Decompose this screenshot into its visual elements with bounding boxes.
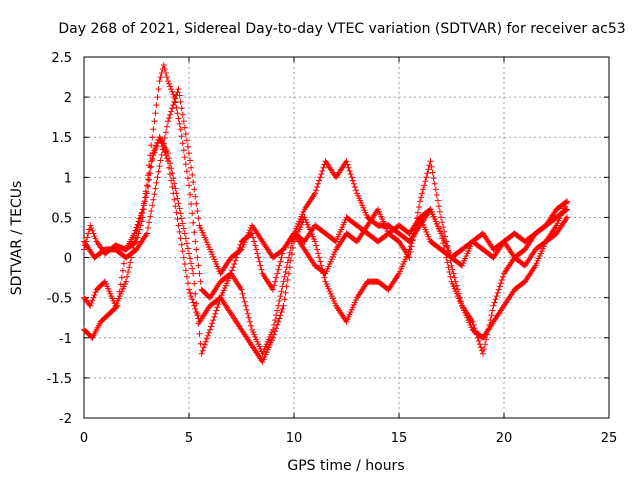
grid — [84, 57, 609, 418]
data-point-markers — [81, 134, 570, 357]
y-tick-label: 1 — [64, 171, 72, 186]
data-point-markers — [81, 62, 570, 357]
series-trace-2 — [81, 134, 570, 365]
y-tick-label: 0 — [64, 252, 72, 267]
y-tick-label: 1.5 — [51, 131, 72, 146]
x-tick-label: 20 — [496, 431, 513, 446]
data-points — [81, 62, 570, 365]
data-point-markers — [81, 134, 570, 365]
x-tick-label: 10 — [286, 431, 303, 446]
x-axis-label: GPS time / hours — [287, 458, 404, 474]
data-point-markers — [81, 86, 570, 277]
x-tick-label: 15 — [391, 431, 408, 446]
y-tick-label: 2 — [64, 91, 72, 106]
y-tick-label: 2.5 — [51, 51, 72, 66]
axis-ticks: 0 5 10 15 20 25 2.5 2 1.5 1 0.5 0 -0.5 -1 -1.5 -2 — [47, 51, 618, 446]
series-trace-4 — [81, 86, 570, 277]
y-tick-label: 0.5 — [51, 211, 72, 226]
y-tick-label: -0.5 — [47, 292, 72, 307]
series-trace-1 — [81, 62, 570, 357]
x-tick-label: 0 — [80, 431, 88, 446]
y-tick-label: -2 — [59, 412, 72, 427]
y-axis-label: SDTVAR / TECUs — [9, 181, 25, 296]
x-tick-label: 25 — [601, 431, 618, 446]
series-trace-3 — [81, 134, 570, 357]
plot-frame — [83, 56, 610, 419]
chart-title: Day 268 of 2021, Sidereal Day-to-day VTE… — [58, 21, 625, 37]
x-tick-label: 5 — [185, 431, 193, 446]
y-tick-label: -1 — [59, 332, 72, 347]
y-tick-label: -1.5 — [47, 372, 72, 387]
